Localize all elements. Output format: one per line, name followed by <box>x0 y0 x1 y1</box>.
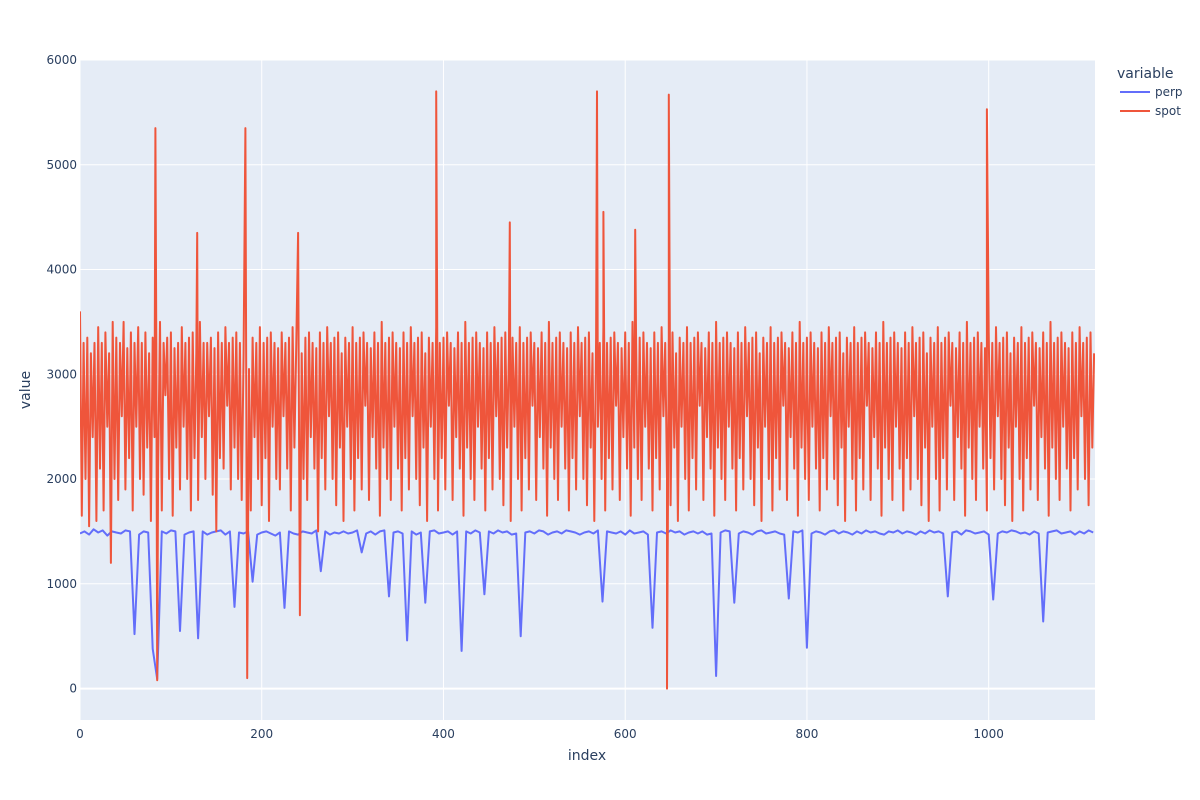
legend-label-spot: spot <box>1155 104 1181 118</box>
x-tick-label-400: 400 <box>432 727 455 741</box>
legend-item-spot[interactable]: spot <box>1120 104 1181 118</box>
y-tick-label-2000: 2000 <box>46 472 77 486</box>
x-tick-label-600: 600 <box>614 727 637 741</box>
x-tick-label-800: 800 <box>795 727 818 741</box>
y-tick-label-1000: 1000 <box>46 577 77 591</box>
y-tick-label-0: 0 <box>69 682 77 696</box>
legend-title: variable <box>1117 66 1173 82</box>
legend[interactable]: variable perp spot <box>1117 66 1183 118</box>
y-tick-label-6000: 6000 <box>46 53 77 67</box>
series-lines <box>80 90 1095 690</box>
y-axis-ticks: 0 1000 2000 3000 4000 5000 6000 <box>46 53 77 696</box>
y-tick-label-3000: 3000 <box>46 367 77 381</box>
x-tick-label-1000: 1000 <box>973 727 1004 741</box>
series-line-spot[interactable] <box>80 90 1095 690</box>
y-tick-label-5000: 5000 <box>46 158 77 172</box>
x-tick-label-200: 200 <box>250 727 273 741</box>
legend-item-perp[interactable]: perp <box>1120 85 1183 99</box>
legend-label-perp: perp <box>1155 85 1183 99</box>
x-axis-ticks: 0 200 400 600 800 1000 <box>76 727 1004 741</box>
x-axis-title: index <box>568 748 606 764</box>
x-tick-label-0: 0 <box>76 727 84 741</box>
y-axis-title: value <box>18 371 34 409</box>
y-tick-label-4000: 4000 <box>46 263 77 277</box>
